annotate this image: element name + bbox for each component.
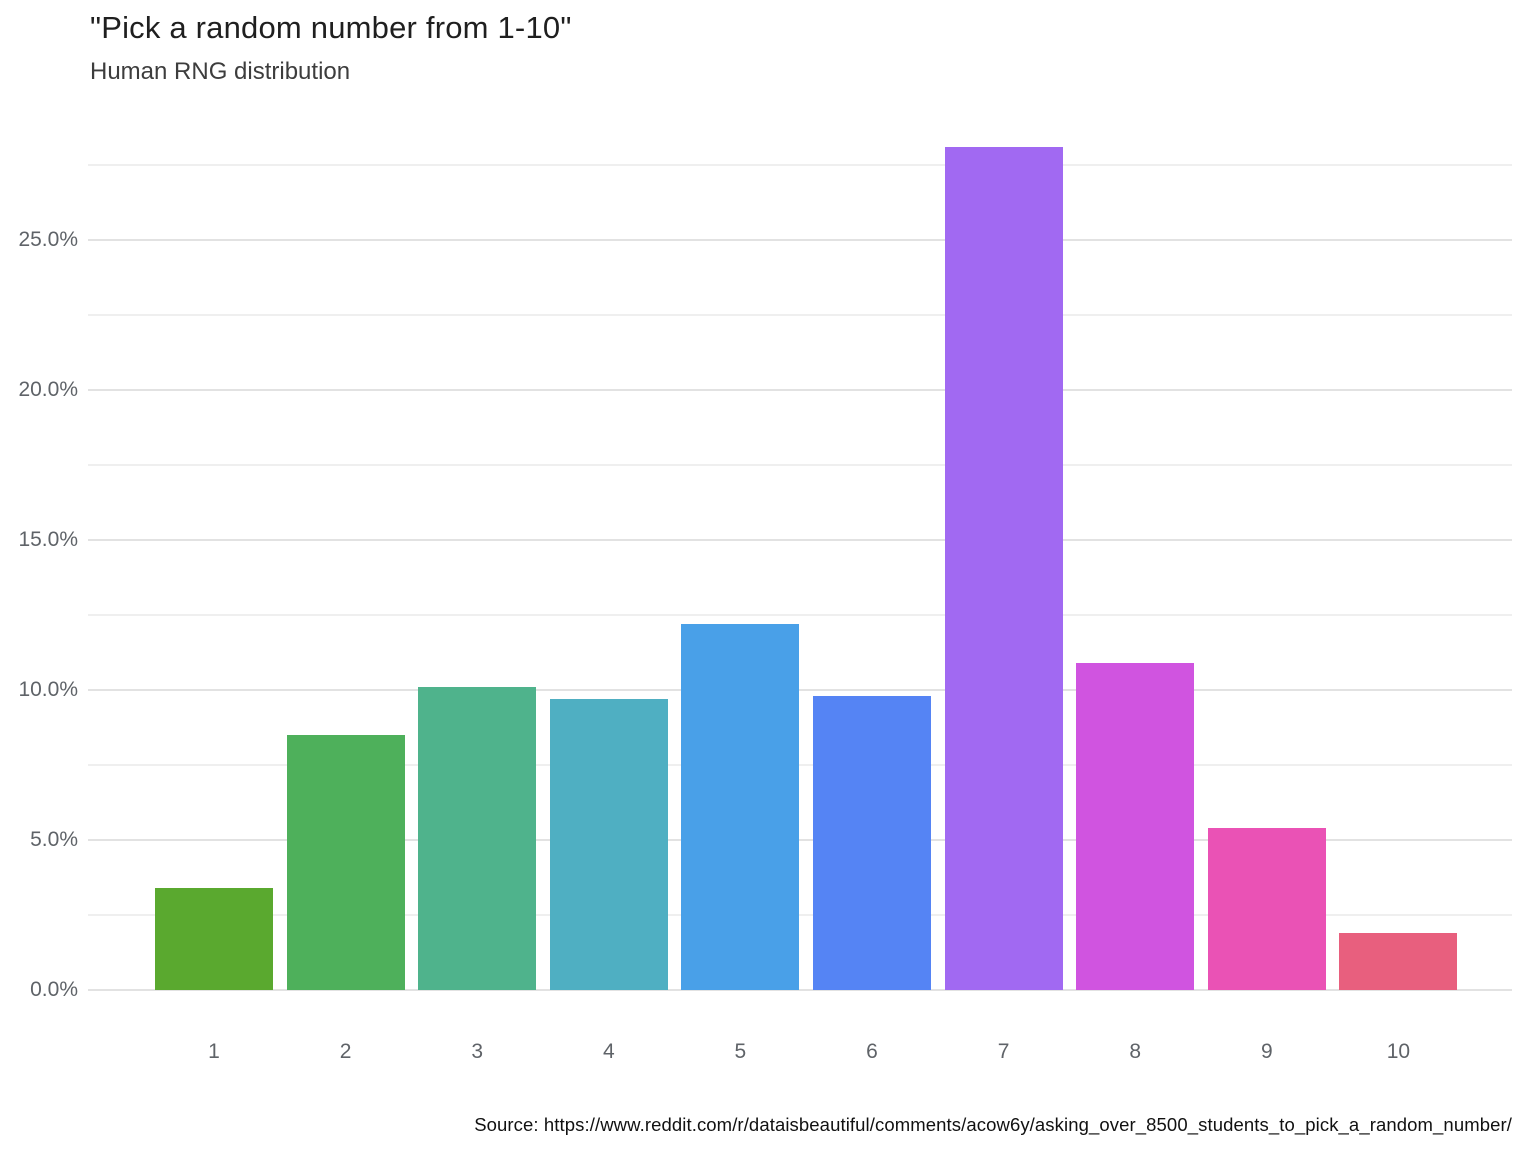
y-tick-label: 10.0% bbox=[18, 678, 78, 701]
y-tick-label: 15.0% bbox=[18, 528, 78, 551]
chart-title: "Pick a random number from 1-10" bbox=[90, 10, 572, 45]
gridline-minor bbox=[88, 314, 1512, 316]
source-citation: Source: https://www.reddit.com/r/dataisb… bbox=[474, 1114, 1512, 1135]
gridline-major bbox=[88, 689, 1512, 691]
gridline-major bbox=[88, 239, 1512, 241]
x-tick-label-10: 10 bbox=[1386, 1040, 1411, 1063]
bar-8 bbox=[1076, 663, 1195, 990]
gridline-minor bbox=[88, 614, 1512, 616]
gridline-major bbox=[88, 839, 1512, 841]
x-tick-label-5: 5 bbox=[734, 1040, 747, 1063]
bar-1 bbox=[155, 888, 273, 990]
gridline-major bbox=[88, 389, 1512, 391]
bar-5 bbox=[681, 624, 800, 990]
gridline-minor bbox=[88, 914, 1512, 916]
y-tick-label: 0.0% bbox=[30, 978, 78, 1001]
x-tick-label-3: 3 bbox=[471, 1040, 484, 1063]
y-tick-label: 20.0% bbox=[18, 378, 78, 401]
bar-4 bbox=[549, 699, 668, 990]
gridline-minor bbox=[88, 464, 1512, 466]
bar-10 bbox=[1339, 933, 1458, 990]
chart-subtitle: Human RNG distribution bbox=[90, 58, 351, 85]
gridline-major bbox=[88, 539, 1512, 541]
x-tick-label-2: 2 bbox=[339, 1040, 352, 1063]
bar-3 bbox=[418, 687, 537, 990]
plot-area bbox=[88, 115, 1512, 991]
gridline-minor bbox=[88, 764, 1512, 766]
gridline-major bbox=[88, 989, 1512, 991]
y-tick-label: 25.0% bbox=[18, 228, 78, 251]
x-tick-label-6: 6 bbox=[866, 1040, 878, 1063]
x-tick-label-4: 4 bbox=[602, 1040, 615, 1063]
x-tick-label-9: 9 bbox=[1260, 1040, 1273, 1063]
bar-7 bbox=[944, 147, 1063, 990]
bar-9 bbox=[1207, 828, 1326, 990]
x-tick-label-8: 8 bbox=[1129, 1040, 1142, 1063]
x-tick-label-1: 1 bbox=[208, 1040, 220, 1063]
gridline-minor bbox=[88, 164, 1512, 166]
y-tick-label: 5.0% bbox=[30, 828, 78, 851]
x-tick-label-7: 7 bbox=[997, 1040, 1010, 1063]
bar-6 bbox=[813, 696, 931, 990]
bar-2 bbox=[286, 735, 405, 990]
